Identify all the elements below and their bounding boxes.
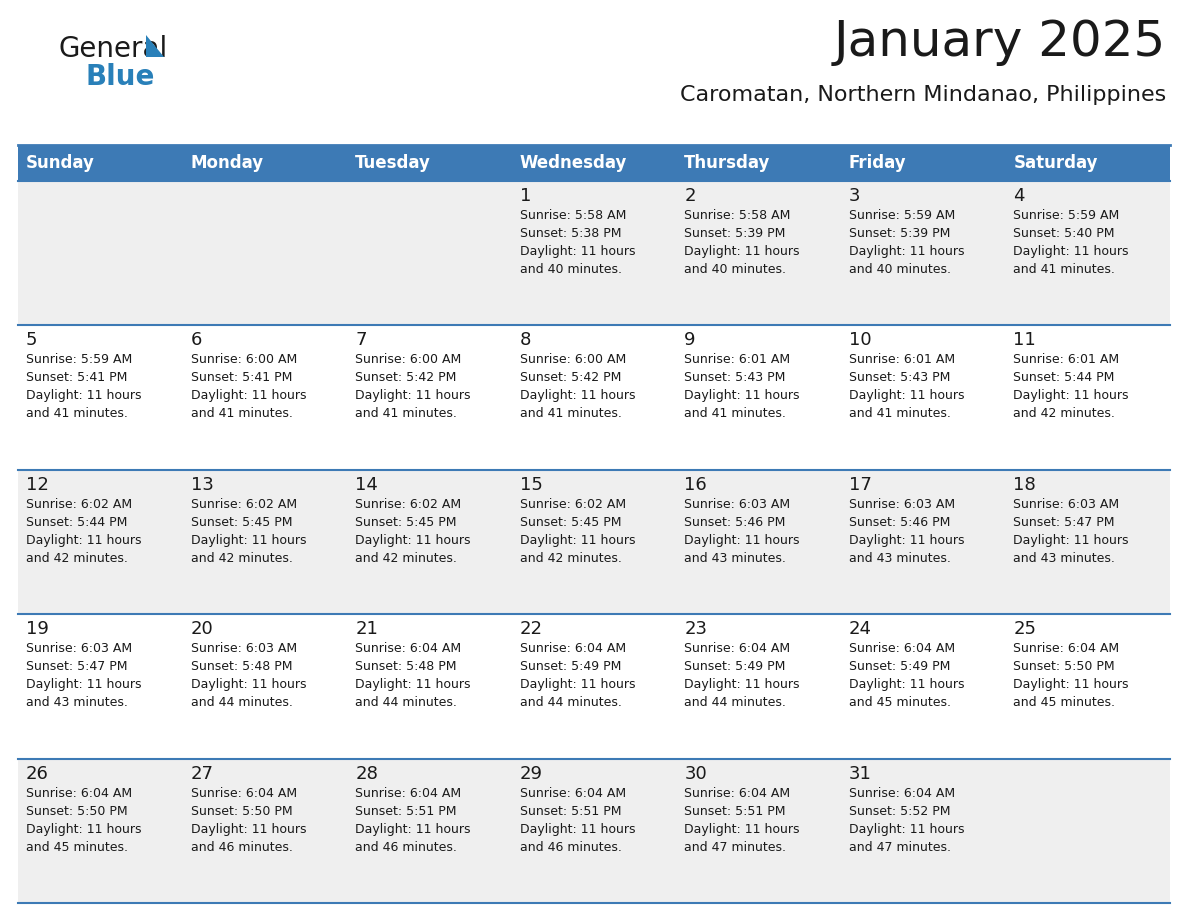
- Text: Monday: Monday: [190, 154, 264, 172]
- Bar: [18, 758, 1170, 903]
- Text: 26: 26: [26, 765, 49, 783]
- Text: Sunrise: 6:00 AM
Sunset: 5:41 PM
Daylight: 11 hours
and 41 minutes.: Sunrise: 6:00 AM Sunset: 5:41 PM Dayligh…: [190, 353, 307, 420]
- Text: Sunrise: 6:03 AM
Sunset: 5:46 PM
Daylight: 11 hours
and 43 minutes.: Sunrise: 6:03 AM Sunset: 5:46 PM Dayligh…: [684, 498, 800, 565]
- Text: Sunrise: 6:03 AM
Sunset: 5:47 PM
Daylight: 11 hours
and 43 minutes.: Sunrise: 6:03 AM Sunset: 5:47 PM Dayligh…: [26, 643, 141, 710]
- Text: Sunrise: 6:01 AM
Sunset: 5:43 PM
Daylight: 11 hours
and 41 minutes.: Sunrise: 6:01 AM Sunset: 5:43 PM Dayligh…: [849, 353, 965, 420]
- Text: 11: 11: [1013, 331, 1036, 350]
- Text: 30: 30: [684, 765, 707, 783]
- Text: 27: 27: [190, 765, 214, 783]
- Text: Wednesday: Wednesday: [519, 154, 627, 172]
- Text: Sunrise: 6:04 AM
Sunset: 5:52 PM
Daylight: 11 hours
and 47 minutes.: Sunrise: 6:04 AM Sunset: 5:52 PM Dayligh…: [849, 787, 965, 854]
- Bar: [18, 614, 1170, 758]
- Text: Sunrise: 6:04 AM
Sunset: 5:51 PM
Daylight: 11 hours
and 47 minutes.: Sunrise: 6:04 AM Sunset: 5:51 PM Dayligh…: [684, 787, 800, 854]
- Bar: [18, 325, 1170, 470]
- Text: Sunrise: 5:59 AM
Sunset: 5:41 PM
Daylight: 11 hours
and 41 minutes.: Sunrise: 5:59 AM Sunset: 5:41 PM Dayligh…: [26, 353, 141, 420]
- Text: Sunrise: 5:58 AM
Sunset: 5:39 PM
Daylight: 11 hours
and 40 minutes.: Sunrise: 5:58 AM Sunset: 5:39 PM Dayligh…: [684, 209, 800, 276]
- Text: 29: 29: [519, 765, 543, 783]
- Text: Blue: Blue: [86, 63, 156, 91]
- Text: Sunrise: 6:04 AM
Sunset: 5:49 PM
Daylight: 11 hours
and 44 minutes.: Sunrise: 6:04 AM Sunset: 5:49 PM Dayligh…: [684, 643, 800, 710]
- Text: 2: 2: [684, 187, 696, 205]
- Text: Sunrise: 6:04 AM
Sunset: 5:51 PM
Daylight: 11 hours
and 46 minutes.: Sunrise: 6:04 AM Sunset: 5:51 PM Dayligh…: [519, 787, 636, 854]
- Text: 21: 21: [355, 621, 378, 638]
- Text: 8: 8: [519, 331, 531, 350]
- Text: Sunrise: 6:04 AM
Sunset: 5:50 PM
Daylight: 11 hours
and 45 minutes.: Sunrise: 6:04 AM Sunset: 5:50 PM Dayligh…: [1013, 643, 1129, 710]
- Bar: [676, 145, 841, 181]
- Text: Tuesday: Tuesday: [355, 154, 431, 172]
- Text: 10: 10: [849, 331, 872, 350]
- Text: Sunrise: 6:02 AM
Sunset: 5:45 PM
Daylight: 11 hours
and 42 minutes.: Sunrise: 6:02 AM Sunset: 5:45 PM Dayligh…: [190, 498, 307, 565]
- Text: Sunrise: 6:03 AM
Sunset: 5:48 PM
Daylight: 11 hours
and 44 minutes.: Sunrise: 6:03 AM Sunset: 5:48 PM Dayligh…: [190, 643, 307, 710]
- Text: 25: 25: [1013, 621, 1036, 638]
- Bar: [1005, 145, 1170, 181]
- Text: 24: 24: [849, 621, 872, 638]
- Text: 9: 9: [684, 331, 696, 350]
- Bar: [512, 145, 676, 181]
- Bar: [183, 145, 347, 181]
- Polygon shape: [146, 35, 164, 57]
- Text: Sunrise: 5:58 AM
Sunset: 5:38 PM
Daylight: 11 hours
and 40 minutes.: Sunrise: 5:58 AM Sunset: 5:38 PM Dayligh…: [519, 209, 636, 276]
- Text: General: General: [58, 35, 168, 63]
- Text: January 2025: January 2025: [834, 18, 1165, 66]
- Text: Sunrise: 6:02 AM
Sunset: 5:45 PM
Daylight: 11 hours
and 42 minutes.: Sunrise: 6:02 AM Sunset: 5:45 PM Dayligh…: [355, 498, 470, 565]
- Bar: [841, 145, 1005, 181]
- Text: Sunrise: 6:04 AM
Sunset: 5:51 PM
Daylight: 11 hours
and 46 minutes.: Sunrise: 6:04 AM Sunset: 5:51 PM Dayligh…: [355, 787, 470, 854]
- Text: 5: 5: [26, 331, 38, 350]
- Text: 20: 20: [190, 621, 214, 638]
- Text: Sunrise: 6:03 AM
Sunset: 5:47 PM
Daylight: 11 hours
and 43 minutes.: Sunrise: 6:03 AM Sunset: 5:47 PM Dayligh…: [1013, 498, 1129, 565]
- Text: Sunrise: 6:01 AM
Sunset: 5:43 PM
Daylight: 11 hours
and 41 minutes.: Sunrise: 6:01 AM Sunset: 5:43 PM Dayligh…: [684, 353, 800, 420]
- Text: 18: 18: [1013, 476, 1036, 494]
- Text: Sunrise: 6:03 AM
Sunset: 5:46 PM
Daylight: 11 hours
and 43 minutes.: Sunrise: 6:03 AM Sunset: 5:46 PM Dayligh…: [849, 498, 965, 565]
- Text: 31: 31: [849, 765, 872, 783]
- Text: Sunrise: 6:04 AM
Sunset: 5:48 PM
Daylight: 11 hours
and 44 minutes.: Sunrise: 6:04 AM Sunset: 5:48 PM Dayligh…: [355, 643, 470, 710]
- Text: Saturday: Saturday: [1013, 154, 1098, 172]
- Text: 1: 1: [519, 187, 531, 205]
- Text: Sunrise: 6:04 AM
Sunset: 5:49 PM
Daylight: 11 hours
and 44 minutes.: Sunrise: 6:04 AM Sunset: 5:49 PM Dayligh…: [519, 643, 636, 710]
- Bar: [18, 181, 1170, 325]
- Text: 6: 6: [190, 331, 202, 350]
- Bar: [18, 470, 1170, 614]
- Text: 12: 12: [26, 476, 49, 494]
- Text: 13: 13: [190, 476, 214, 494]
- Text: Caromatan, Northern Mindanao, Philippines: Caromatan, Northern Mindanao, Philippine…: [680, 85, 1165, 105]
- Text: 28: 28: [355, 765, 378, 783]
- Text: 3: 3: [849, 187, 860, 205]
- Text: Sunrise: 6:00 AM
Sunset: 5:42 PM
Daylight: 11 hours
and 41 minutes.: Sunrise: 6:00 AM Sunset: 5:42 PM Dayligh…: [519, 353, 636, 420]
- Text: Sunrise: 6:04 AM
Sunset: 5:50 PM
Daylight: 11 hours
and 46 minutes.: Sunrise: 6:04 AM Sunset: 5:50 PM Dayligh…: [190, 787, 307, 854]
- Text: Sunrise: 5:59 AM
Sunset: 5:39 PM
Daylight: 11 hours
and 40 minutes.: Sunrise: 5:59 AM Sunset: 5:39 PM Dayligh…: [849, 209, 965, 276]
- Text: Sunrise: 6:02 AM
Sunset: 5:45 PM
Daylight: 11 hours
and 42 minutes.: Sunrise: 6:02 AM Sunset: 5:45 PM Dayligh…: [519, 498, 636, 565]
- Text: Sunrise: 6:00 AM
Sunset: 5:42 PM
Daylight: 11 hours
and 41 minutes.: Sunrise: 6:00 AM Sunset: 5:42 PM Dayligh…: [355, 353, 470, 420]
- Text: Sunrise: 6:01 AM
Sunset: 5:44 PM
Daylight: 11 hours
and 42 minutes.: Sunrise: 6:01 AM Sunset: 5:44 PM Dayligh…: [1013, 353, 1129, 420]
- Text: Thursday: Thursday: [684, 154, 771, 172]
- Bar: [18, 145, 183, 181]
- Text: 4: 4: [1013, 187, 1025, 205]
- Text: 19: 19: [26, 621, 49, 638]
- Text: Sunrise: 6:04 AM
Sunset: 5:49 PM
Daylight: 11 hours
and 45 minutes.: Sunrise: 6:04 AM Sunset: 5:49 PM Dayligh…: [849, 643, 965, 710]
- Text: 14: 14: [355, 476, 378, 494]
- Text: 16: 16: [684, 476, 707, 494]
- Text: Sunrise: 6:04 AM
Sunset: 5:50 PM
Daylight: 11 hours
and 45 minutes.: Sunrise: 6:04 AM Sunset: 5:50 PM Dayligh…: [26, 787, 141, 854]
- Text: 17: 17: [849, 476, 872, 494]
- Text: 22: 22: [519, 621, 543, 638]
- Text: Sunrise: 6:02 AM
Sunset: 5:44 PM
Daylight: 11 hours
and 42 minutes.: Sunrise: 6:02 AM Sunset: 5:44 PM Dayligh…: [26, 498, 141, 565]
- Text: Sunday: Sunday: [26, 154, 95, 172]
- Text: 7: 7: [355, 331, 367, 350]
- Bar: [347, 145, 512, 181]
- Text: Sunrise: 5:59 AM
Sunset: 5:40 PM
Daylight: 11 hours
and 41 minutes.: Sunrise: 5:59 AM Sunset: 5:40 PM Dayligh…: [1013, 209, 1129, 276]
- Text: Friday: Friday: [849, 154, 906, 172]
- Text: 15: 15: [519, 476, 543, 494]
- Text: 23: 23: [684, 621, 707, 638]
